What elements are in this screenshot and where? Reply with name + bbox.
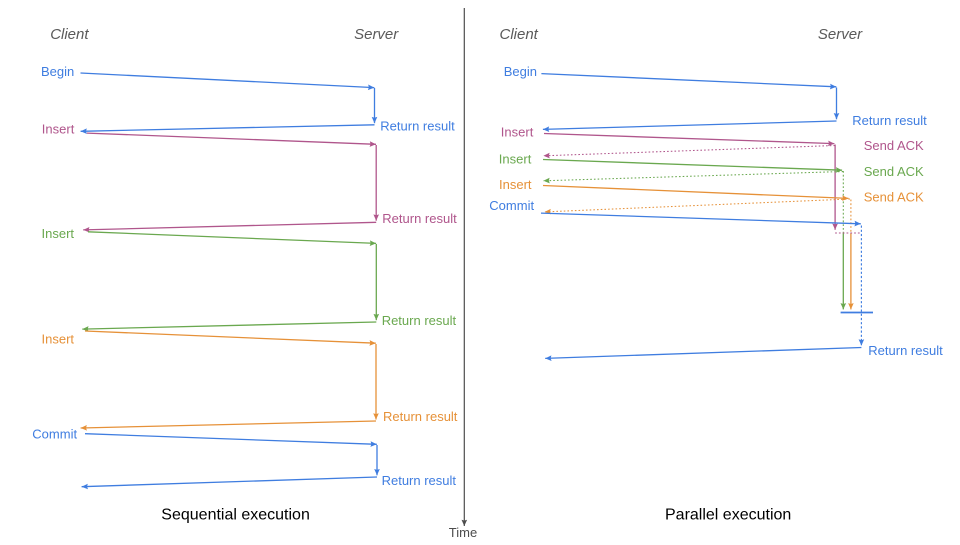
- svg-text:Begin: Begin: [41, 64, 74, 79]
- svg-text:Return result: Return result: [382, 473, 457, 488]
- svg-text:Return result: Return result: [382, 313, 457, 328]
- svg-text:Insert: Insert: [501, 124, 534, 139]
- svg-text:Return result: Return result: [852, 113, 927, 128]
- svg-text:Insert: Insert: [42, 122, 75, 137]
- svg-text:Send ACK: Send ACK: [864, 190, 924, 205]
- svg-text:Commit: Commit: [489, 198, 534, 213]
- svg-text:Parallel execution: Parallel execution: [665, 507, 791, 524]
- svg-text:Sequential execution: Sequential execution: [161, 507, 310, 524]
- svg-text:Return result: Return result: [383, 409, 458, 424]
- svg-text:Time: Time: [449, 525, 477, 540]
- svg-text:Send ACK: Send ACK: [864, 138, 924, 153]
- svg-text:Send ACK: Send ACK: [864, 164, 924, 179]
- svg-text:Insert: Insert: [42, 226, 75, 241]
- svg-text:Insert: Insert: [42, 331, 75, 346]
- svg-text:Return result: Return result: [868, 343, 943, 358]
- svg-text:Begin: Begin: [504, 64, 537, 79]
- svg-text:Server: Server: [354, 26, 399, 43]
- svg-text:Client: Client: [500, 26, 539, 43]
- svg-text:Client: Client: [50, 26, 89, 43]
- svg-text:Server: Server: [818, 26, 863, 43]
- svg-text:Return result: Return result: [382, 211, 457, 226]
- svg-text:Return result: Return result: [380, 118, 455, 133]
- svg-text:Insert: Insert: [499, 177, 532, 192]
- svg-text:Insert: Insert: [499, 151, 532, 166]
- svg-text:Commit: Commit: [32, 426, 77, 441]
